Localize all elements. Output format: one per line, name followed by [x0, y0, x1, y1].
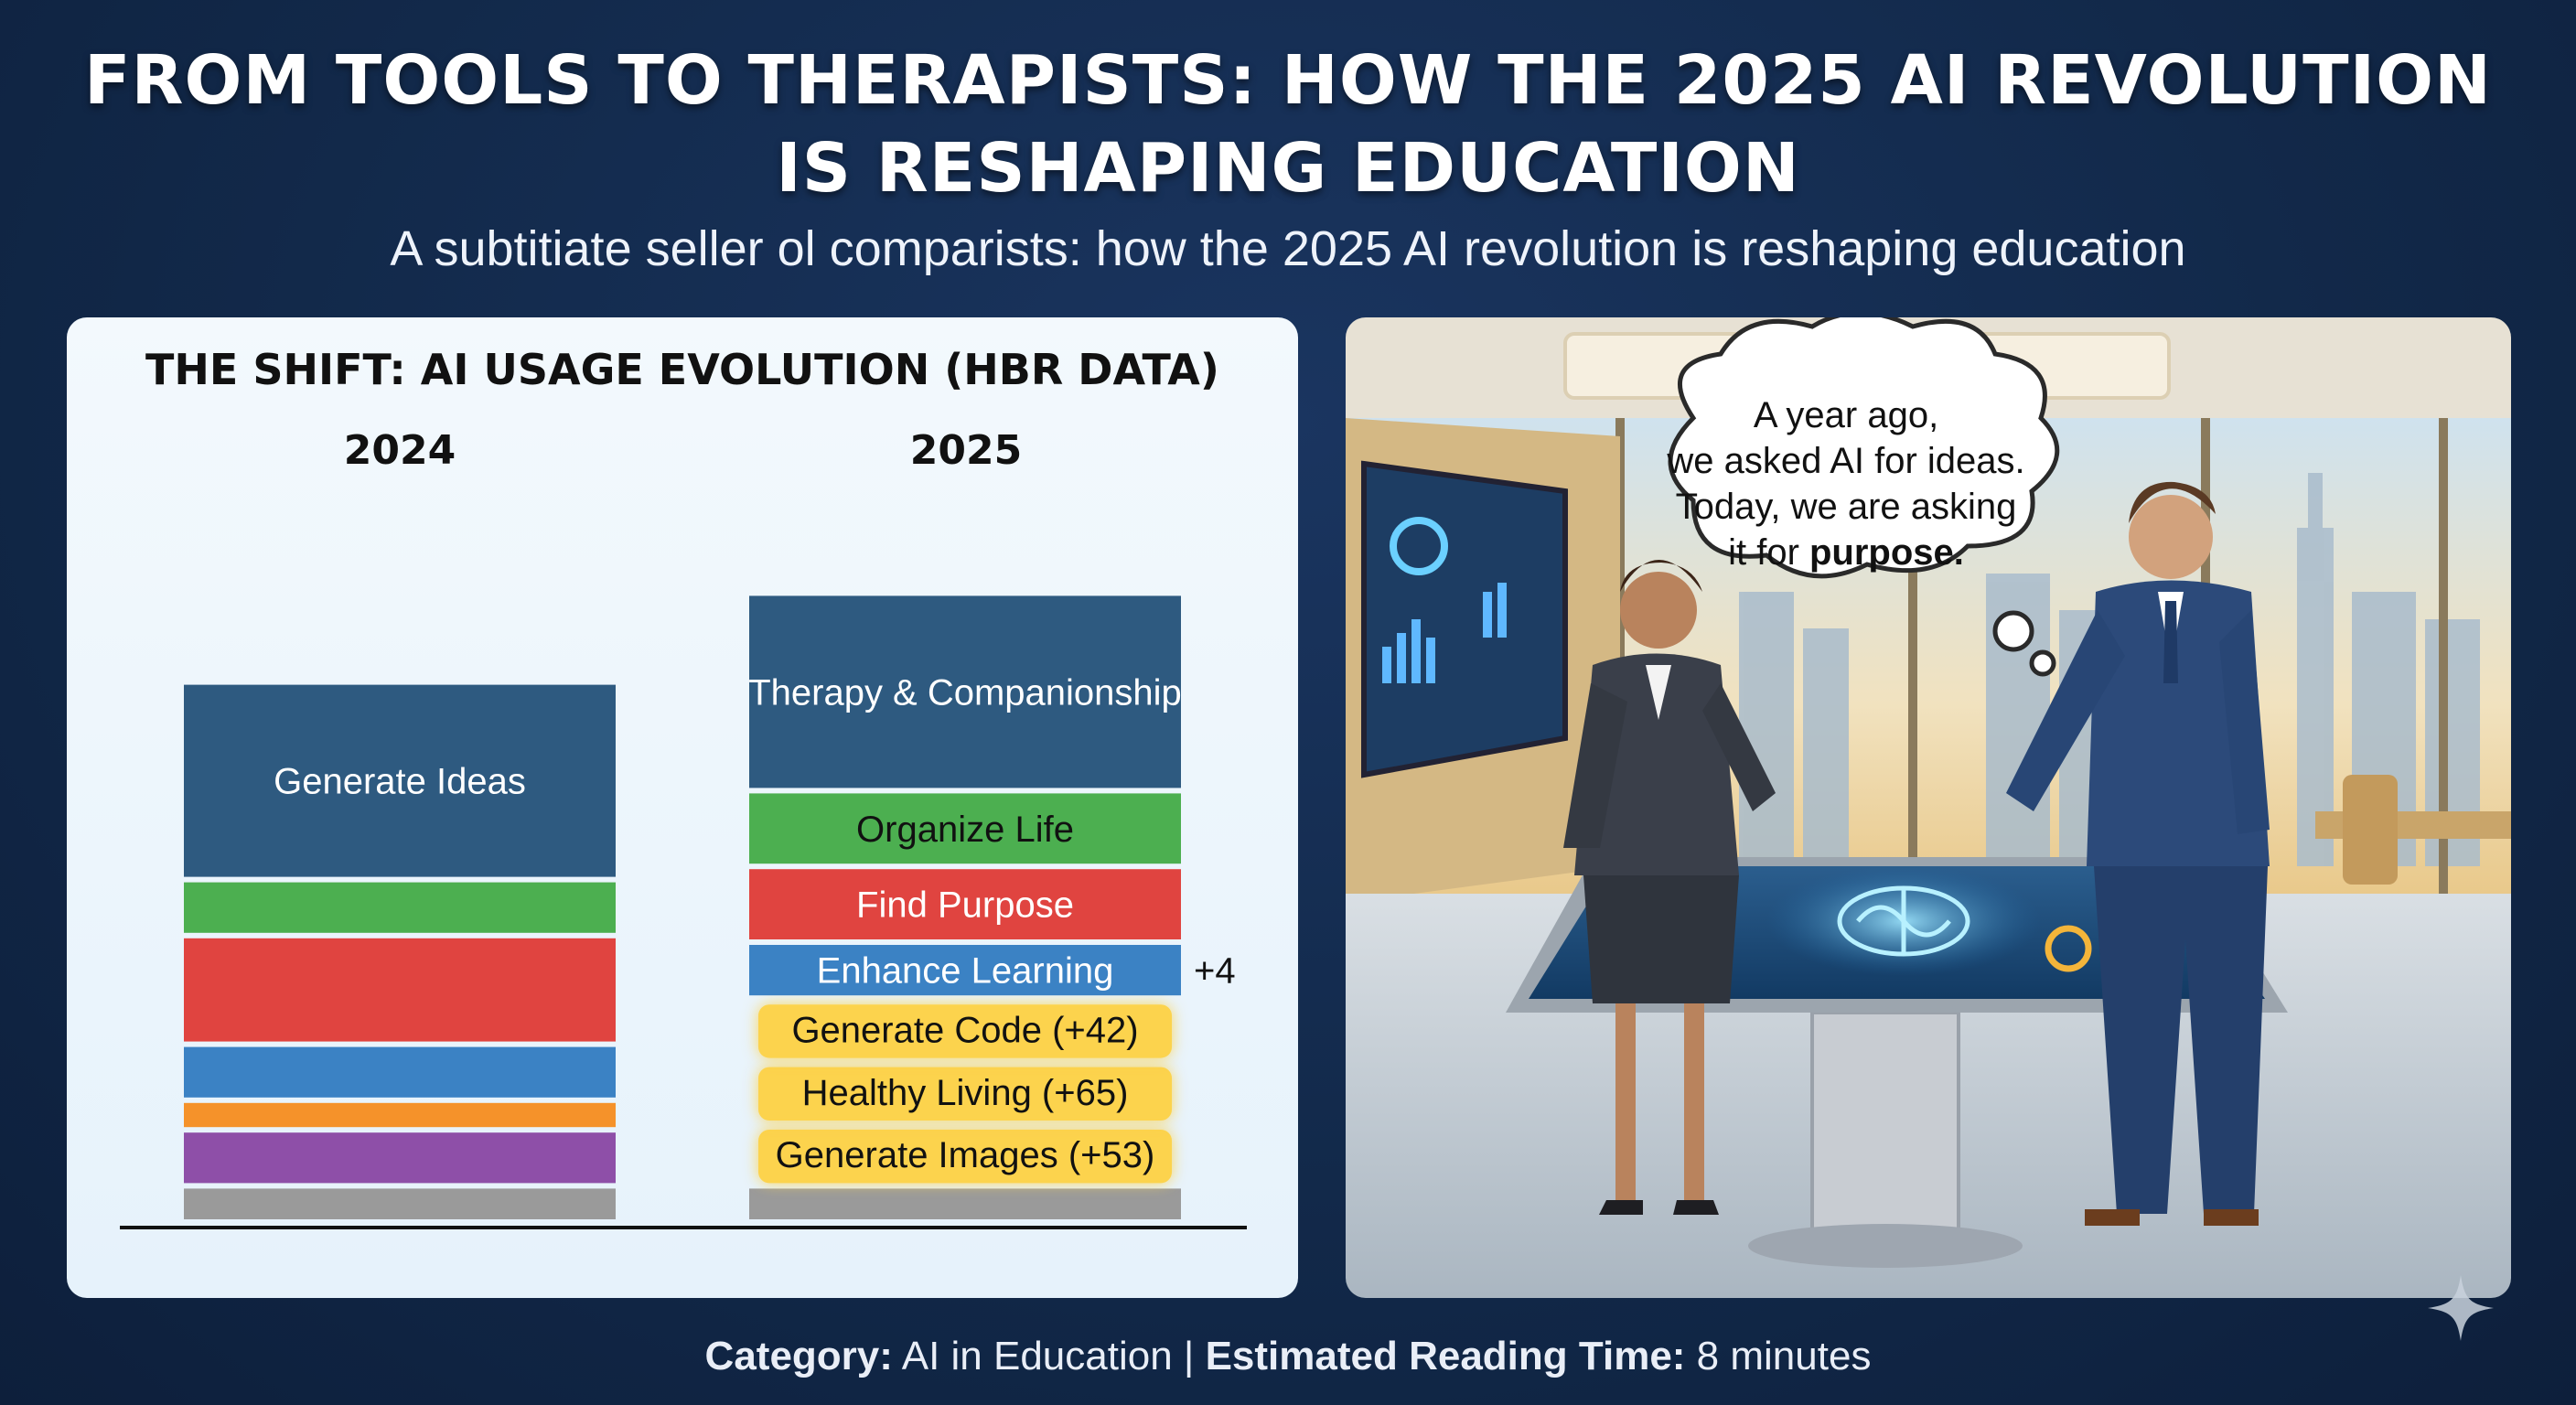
- bar-label-2025-2: Find Purpose: [856, 885, 1074, 926]
- bar-segment-2025-5: [758, 1067, 1172, 1121]
- bar-label-2025-5: Healthy Living (+65): [802, 1073, 1129, 1113]
- chart-title: THE SHIFT: AI USAGE EVOLUTION (HBR DATA): [145, 345, 1219, 394]
- category-label: Category:: [704, 1334, 893, 1378]
- table-pedestal: [1810, 1011, 1960, 1243]
- bar-segment-2025-1: [749, 793, 1181, 864]
- monitor-bars: [1382, 583, 1507, 683]
- bar-label-2025-3: Enhance Learning: [817, 951, 1114, 992]
- bubble-line-4: it for purpose.: [1663, 530, 2029, 575]
- bar-label-2025-6: Generate Images (+53): [776, 1135, 1155, 1175]
- bar-segment-2024-4: [184, 1102, 616, 1128]
- year-label-2024: 2024: [343, 427, 456, 474]
- bar-segment-2024-0: [184, 684, 616, 877]
- bubble-line-2: we asked AI for ideas.: [1667, 441, 2025, 481]
- bar-segment-2024-6: [184, 1188, 616, 1219]
- page-title: FROM TOOLS TO THERAPISTS: HOW THE 2025 A…: [0, 37, 2576, 212]
- bar-segment-2025-2: [749, 869, 1181, 939]
- bar-label-2025-1: Organize Life: [856, 810, 1074, 850]
- woman-figure: [1563, 560, 1776, 1215]
- bubble-line-3: Today, we are asking: [1675, 487, 2017, 527]
- bar-segment-2025-7: [749, 1188, 1181, 1219]
- category-value: AI in Education |: [892, 1334, 1206, 1378]
- office-chair: [2343, 775, 2398, 885]
- office-scene-illustration: [1346, 317, 2511, 1298]
- table-base: [1748, 1224, 2023, 1268]
- monitor-donut-chart: [1390, 517, 1448, 575]
- bar-segment-2025-4: [758, 1004, 1172, 1058]
- bubble-line-4-prefix: it for: [1728, 532, 1809, 573]
- bar-segment-2024-3: [184, 1046, 616, 1098]
- title-line-1: FROM TOOLS TO THERAPISTS: HOW THE 2025 A…: [84, 41, 2492, 120]
- thought-bubble-text: A year ago, we asked AI for ideas. Today…: [1663, 392, 2029, 575]
- bar-segment-2025-0: [749, 595, 1181, 788]
- chart-card: THE SHIFT: AI USAGE EVOLUTION (HBR DATA)…: [67, 317, 1298, 1298]
- brain-icon: [1837, 885, 1970, 957]
- title-line-2: IS RESHAPING EDUCATION: [776, 129, 1800, 208]
- bar-label-2025-4: Generate Code (+42): [791, 1010, 1138, 1050]
- man-figure: [2006, 481, 2270, 1226]
- bar-segment-2025-3: [749, 945, 1181, 996]
- illustration-card: A year ago, we asked AI for ideas. Today…: [1346, 317, 2511, 1298]
- year-label-2025: 2025: [909, 427, 1023, 474]
- stacked-bar-chart: Generate Ideas Generate Images (+53) Healt…: [120, 595, 1247, 1229]
- wall-monitor: [1361, 460, 1568, 778]
- thought-bubble: [1668, 317, 2060, 677]
- article-meta-footer: Category: AI in Education | Estimated Re…: [0, 1334, 2576, 1379]
- sparkle-icon: [2428, 1275, 2494, 1341]
- reading-time-value: 8 minutes: [1685, 1334, 1872, 1378]
- bar-label-2025-0: Therapy & Companionship: [748, 672, 1182, 713]
- bubble-line-1: A year ago,: [1753, 395, 1939, 435]
- bar-label-2024-0: Generate Ideas: [274, 762, 526, 802]
- bubble-emphasis-word: purpose.: [1809, 532, 1964, 573]
- bar-segment-2024-5: [184, 1132, 616, 1184]
- bar-segment-2025-6: [758, 1130, 1172, 1184]
- reading-time-label: Estimated Reading Time:: [1205, 1334, 1686, 1378]
- table-gauge: [2045, 925, 2092, 972]
- bar-segment-2024-2: [184, 938, 616, 1042]
- bar-segment-2024-1: [184, 882, 616, 933]
- page-subtitle: A subtitiate seller ol comparists: how t…: [390, 221, 2186, 276]
- bar-annotation: +4: [1194, 951, 1236, 992]
